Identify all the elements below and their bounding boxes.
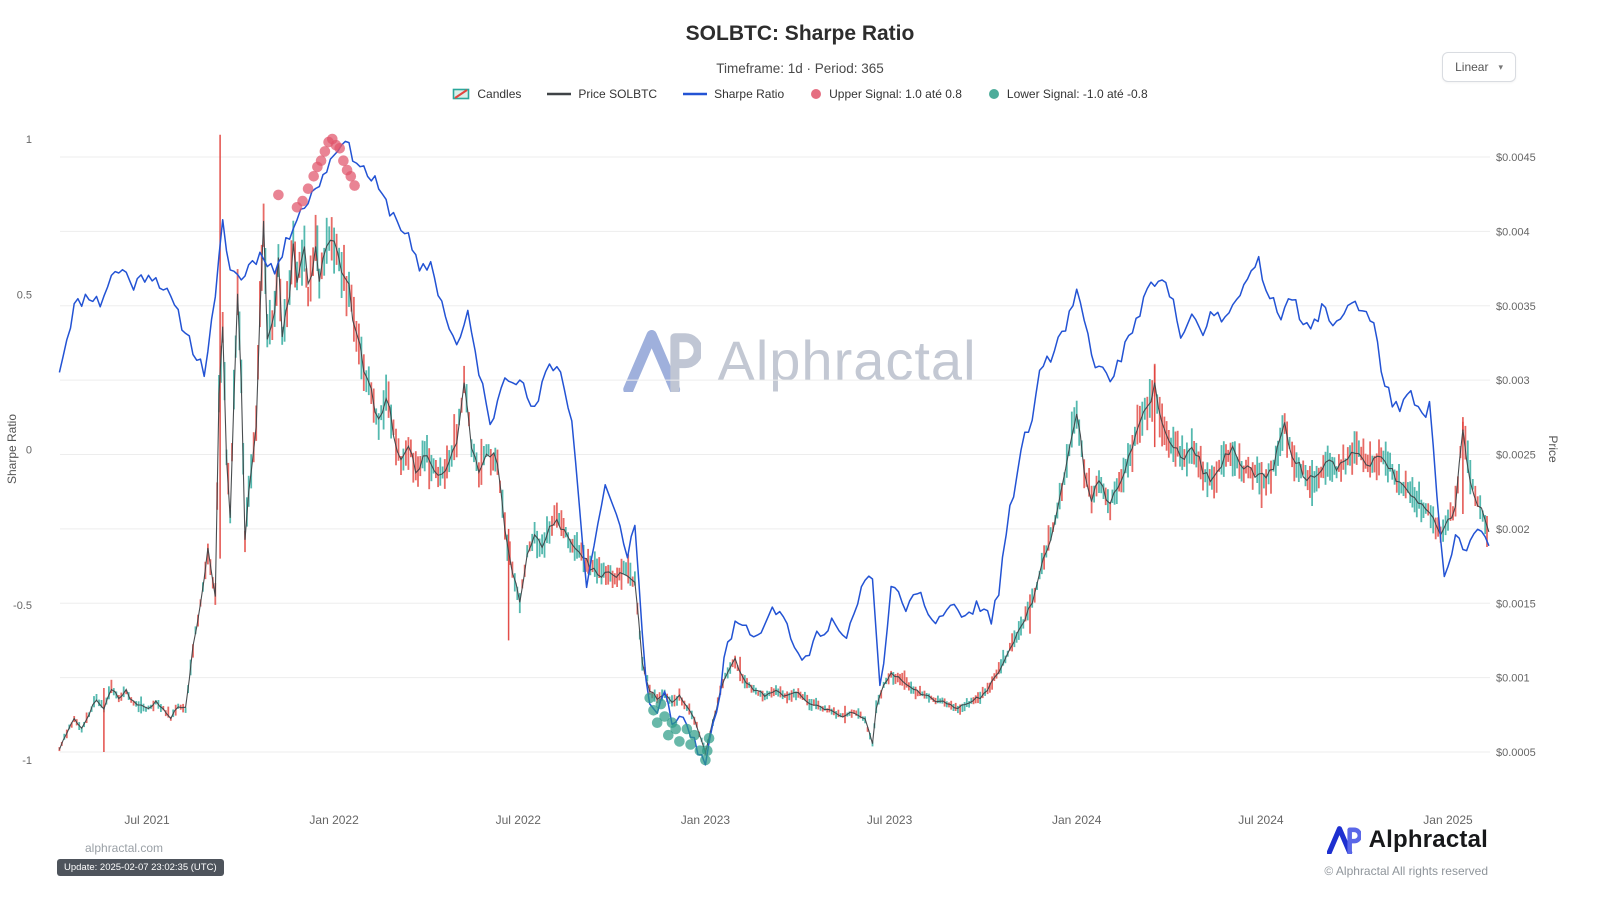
scale-dropdown-value: Linear xyxy=(1455,60,1489,74)
candle-swatch-icon xyxy=(453,88,470,100)
svg-text:$0.0045: $0.0045 xyxy=(1496,152,1536,164)
svg-text:-0.5: -0.5 xyxy=(13,600,32,612)
dot-swatch-icon xyxy=(988,89,999,99)
legend-item-label: Price SOLBTC xyxy=(578,87,658,101)
svg-text:1: 1 xyxy=(26,134,32,146)
legend-item-label: Sharpe Ratio xyxy=(714,87,785,101)
svg-text:-1: -1 xyxy=(22,755,32,767)
legend-item[interactable]: Upper Signal: 1.0 até 0.8 xyxy=(810,87,962,101)
legend-item-label: Upper Signal: 1.0 até 0.8 xyxy=(829,87,962,101)
chevron-down-icon: ▾ xyxy=(1498,61,1503,72)
legend-item[interactable]: Lower Signal: -1.0 até -0.8 xyxy=(988,87,1148,101)
y-axis-title-left: Sharpe Ratio xyxy=(5,413,19,485)
svg-text:Jul 2024: Jul 2024 xyxy=(1238,813,1284,827)
svg-text:$0.001: $0.001 xyxy=(1496,673,1530,685)
svg-text:Jul 2022: Jul 2022 xyxy=(496,813,542,827)
legend-item[interactable]: Price SOLBTC xyxy=(547,87,657,101)
footer-copyright: © Alphractal All rights reserved xyxy=(1324,864,1488,878)
svg-text:$0.0005: $0.0005 xyxy=(1496,747,1536,759)
update-badge: Update: 2025-02-07 23:02:35 (UTC) xyxy=(57,859,224,876)
legend-item-label: Lower Signal: -1.0 até -0.8 xyxy=(1006,87,1148,101)
line-swatch-icon xyxy=(547,92,572,96)
footer-site-link[interactable]: alphractal.com xyxy=(85,841,164,855)
legend-item[interactable]: Candles xyxy=(452,87,521,101)
page-subtitle: Timeframe: 1d · Period: 365 xyxy=(716,61,884,76)
y-axis-title-right: Price xyxy=(1546,435,1560,463)
scale-dropdown[interactable]: Linear ▾ xyxy=(1442,52,1516,82)
svg-text:Jan 2025: Jan 2025 xyxy=(1423,813,1473,827)
svg-text:$0.003: $0.003 xyxy=(1496,375,1530,387)
svg-text:Jul 2021: Jul 2021 xyxy=(124,813,170,827)
svg-text:0.5: 0.5 xyxy=(17,289,32,301)
page-title: SOLBTC: Sharpe Ratio xyxy=(685,22,915,45)
svg-text:$0.0015: $0.0015 xyxy=(1496,598,1536,610)
svg-text:Jan 2024: Jan 2024 xyxy=(1052,813,1102,827)
svg-text:Jul 2023: Jul 2023 xyxy=(867,813,913,827)
alphractal-logo-icon xyxy=(1326,826,1361,854)
footer-brand: Alphractal xyxy=(1326,826,1488,854)
legend-item[interactable]: Sharpe Ratio xyxy=(683,87,784,101)
svg-text:$0.0025: $0.0025 xyxy=(1496,450,1536,462)
dot-swatch-icon xyxy=(811,89,822,99)
legend: Candles Price SOLBTC Sharpe Ratio Upper Sig… xyxy=(0,87,1600,101)
legend-item-label: Candles xyxy=(477,87,522,101)
svg-text:Jan 2022: Jan 2022 xyxy=(309,813,359,827)
svg-text:Jan 2023: Jan 2023 xyxy=(681,813,731,827)
line-swatch-icon xyxy=(683,92,708,96)
svg-text:$0.002: $0.002 xyxy=(1496,524,1530,536)
svg-text:$0.0035: $0.0035 xyxy=(1496,301,1536,313)
svg-text:0: 0 xyxy=(26,445,32,457)
svg-text:$0.004: $0.004 xyxy=(1496,226,1530,238)
footer-brand-text: Alphractal xyxy=(1368,826,1488,853)
